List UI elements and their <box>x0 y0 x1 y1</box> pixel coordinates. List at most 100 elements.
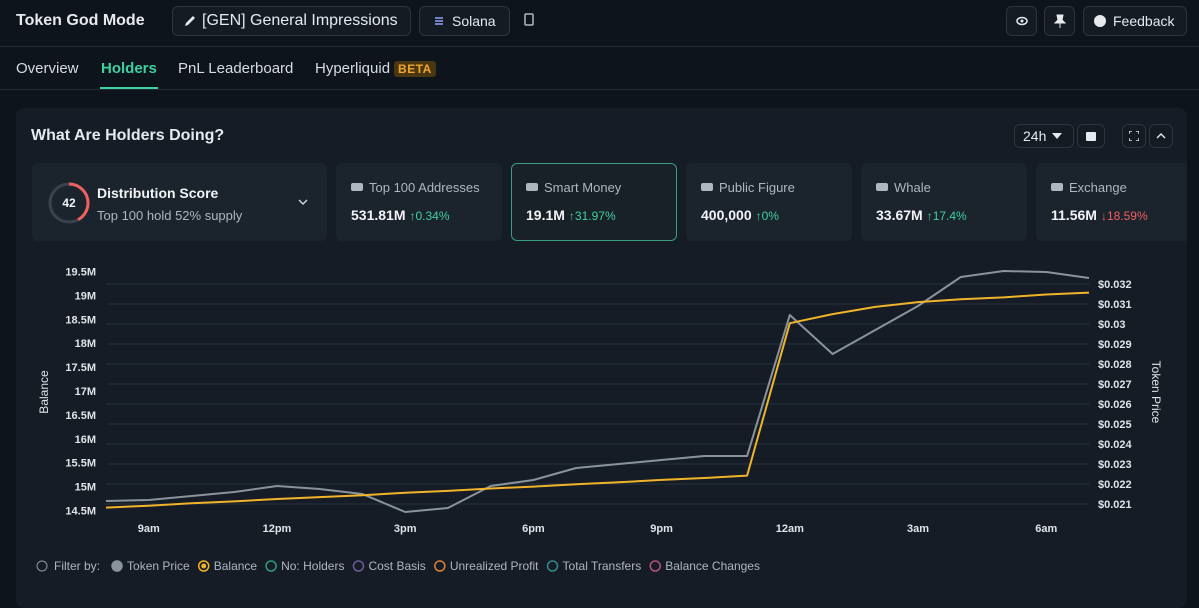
card-change: 18.59% <box>1101 209 1148 223</box>
feedback-button[interactable]: Feedback <box>1083 6 1187 36</box>
y-axis-title: Balance <box>37 370 51 414</box>
x-tick-label: 3am <box>907 523 929 535</box>
y2-tick-label: $0.032 <box>1098 279 1132 291</box>
card-value-row: 33.67M 17.4% <box>876 207 1026 223</box>
distribution-title: Distribution Score <box>97 185 219 201</box>
stat-card[interactable]: Whale 33.67M 17.4% <box>861 163 1027 241</box>
tab[interactable]: PnL Leaderboard <box>178 60 293 77</box>
distribution-card[interactable]: 42 Distribution Score Top 100 hold 52% s… <box>32 163 327 241</box>
y2-tick-label: $0.024 <box>1098 439 1133 451</box>
card-title: Exchange <box>1069 180 1127 195</box>
copy-icon[interactable] <box>523 13 535 27</box>
x-tick-label: 12am <box>776 523 804 535</box>
y-tick-label: 17.5M <box>65 362 96 374</box>
tab-label: Overview <box>16 60 79 77</box>
y-tick-label: 16.5M <box>65 410 96 422</box>
chain-name: Solana <box>452 13 496 29</box>
tab-bar: Overview Holders PnL Leaderboard Hyperliqui… <box>0 48 1199 90</box>
calendar-button[interactable] <box>1077 124 1105 148</box>
stat-card[interactable]: Exchange 11.56M 18.59% <box>1036 163 1187 241</box>
stat-card[interactable]: Smart Money 19.1M 31.97% <box>511 163 677 241</box>
legend-label: Balance <box>214 559 258 573</box>
app-title: Token God Mode <box>16 12 145 29</box>
card-label: Smart Money <box>526 180 676 195</box>
y2-tick-label: $0.025 <box>1098 419 1132 431</box>
icon-shape <box>351 183 363 191</box>
card-icon <box>876 183 888 191</box>
legend-label: No: Holders <box>281 559 344 573</box>
gauge-score: 42 <box>62 196 76 210</box>
icon-shape <box>1051 183 1063 191</box>
tab[interactable]: Overview <box>16 60 79 77</box>
edit-icon <box>185 16 195 26</box>
y2-tick-label: $0.026 <box>1098 399 1132 411</box>
y-tick-label: 15M <box>75 482 96 494</box>
watch-button[interactable] <box>1006 6 1037 36</box>
chat-icon <box>1094 15 1106 27</box>
eye-icon <box>1015 16 1028 26</box>
page: {"header": {"title": "Token God Mode", "… <box>0 0 1199 573</box>
y2-tick-label: $0.022 <box>1098 479 1132 491</box>
card-value: 11.56M <box>1051 207 1097 223</box>
tab[interactable]: Holders <box>100 60 158 89</box>
card-change: 17.4% <box>927 209 967 223</box>
legend-label: Cost Basis <box>368 559 425 573</box>
icon-shape <box>701 183 713 191</box>
card-label: Public Figure <box>701 180 851 195</box>
legend-label: Balance Changes <box>665 559 760 573</box>
stat-card[interactable]: Public Figure 400,000 0% <box>686 163 852 241</box>
y2-tick-label: $0.028 <box>1098 359 1132 371</box>
top-bar: Token God Mode [GEN] General Impressions… <box>0 0 1199 47</box>
y2-tick-label: $0.023 <box>1098 459 1132 471</box>
timeframe: 24h <box>1023 128 1047 144</box>
info-icon <box>36 560 48 572</box>
collapse-button[interactable] <box>1149 124 1173 148</box>
card-icon <box>701 183 713 191</box>
series-line <box>105 270 1090 513</box>
series-line <box>105 291 1090 509</box>
card-value-row: 531.81M0.34% <box>351 207 501 223</box>
y2-tick-label: $0.027 <box>1098 379 1132 391</box>
chain-selector[interactable]: Solana <box>419 6 510 36</box>
legend-label: Unrealized Profit <box>450 559 539 573</box>
icon-shape <box>526 183 538 191</box>
token-name: [GEN] General Impressions <box>202 12 398 29</box>
legend-label: Total Transfers <box>563 559 642 573</box>
tab-badge: BETA <box>394 61 436 77</box>
x-tick-label: 6am <box>1035 523 1057 535</box>
y-tick-label: 18.5M <box>65 314 96 326</box>
legend-label: Token Price <box>127 559 190 573</box>
y-tick-label: 14.5M <box>65 505 96 517</box>
y-tick-label: 19.5M <box>65 267 96 279</box>
y2-tick-label: $0.03 <box>1098 319 1126 331</box>
card-title: Smart Money <box>544 180 622 195</box>
y-tick-label: 16M <box>75 434 96 446</box>
card-label: Top 100 Addresses <box>351 180 501 195</box>
legend-swatch <box>649 560 661 572</box>
tab-label: Holders <box>101 60 157 77</box>
card-value-row: 19.1M 31.97% <box>526 207 676 223</box>
legend-swatch <box>546 560 559 572</box>
legend-swatch-dot <box>201 563 207 569</box>
legend-swatch <box>352 560 365 572</box>
card-value: 400,000 <box>701 207 752 223</box>
chain-icon <box>435 17 443 25</box>
timeframe-selector[interactable]: 24h <box>1014 124 1074 148</box>
x-tick-label: 12pm <box>263 523 292 535</box>
card-label: Exchange <box>1051 180 1187 195</box>
calendar-icon <box>1086 132 1096 141</box>
legend-swatch <box>197 560 210 572</box>
token-selector[interactable]: [GEN] General Impressions <box>172 6 411 36</box>
pin-button[interactable] <box>1044 6 1075 36</box>
tab[interactable]: Hyperliquid BETA <box>315 60 436 77</box>
x-tick-label: 6pm <box>522 523 545 535</box>
stat-card[interactable]: Top 100 Addresses 531.81M0.34% <box>336 163 502 241</box>
fullscreen-button[interactable] <box>1122 124 1146 148</box>
card-title: Whale <box>894 180 931 195</box>
card-change: 31.97% <box>569 209 616 223</box>
card-value: 531.81M <box>351 207 406 223</box>
y-tick-label: 15.5M <box>65 458 96 470</box>
tab-label: Hyperliquid <box>315 60 391 77</box>
gauge-arc <box>48 182 90 224</box>
stat-cards: 42 Distribution Score Top 100 hold 52% s… <box>32 163 1187 241</box>
